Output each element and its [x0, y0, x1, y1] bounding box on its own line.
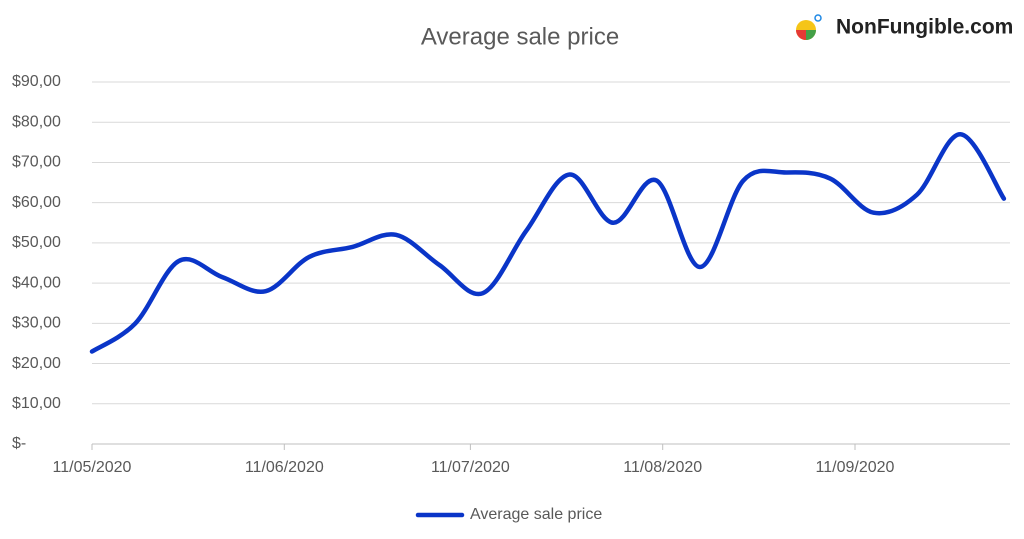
- y-tick-label: $-: [12, 435, 26, 452]
- x-tick-label: 11/07/2020: [431, 459, 510, 476]
- y-tick-label: $20,00: [12, 355, 61, 372]
- y-tick-label: $50,00: [12, 234, 61, 251]
- x-tick-label: 11/05/2020: [53, 459, 132, 476]
- y-tick-label: $30,00: [12, 315, 61, 332]
- brand: NonFungible.com: [836, 16, 1013, 39]
- y-tick-label: $40,00: [12, 274, 61, 291]
- y-tick-label: $70,00: [12, 154, 61, 171]
- x-tick-label: 11/09/2020: [816, 459, 895, 476]
- x-tick-label: 11/08/2020: [623, 459, 702, 476]
- chart-title: Average sale price: [421, 23, 619, 50]
- y-tick-label: $10,00: [12, 395, 61, 412]
- legend-label: Average sale price: [470, 506, 602, 523]
- logo: [796, 14, 822, 40]
- y-tick-label: $80,00: [12, 113, 61, 130]
- line-series: [89, 132, 1007, 354]
- x-tick-label: 11/06/2020: [245, 459, 324, 476]
- y-tick-label: $90,00: [12, 73, 61, 90]
- y-tick-label: $60,00: [12, 194, 61, 211]
